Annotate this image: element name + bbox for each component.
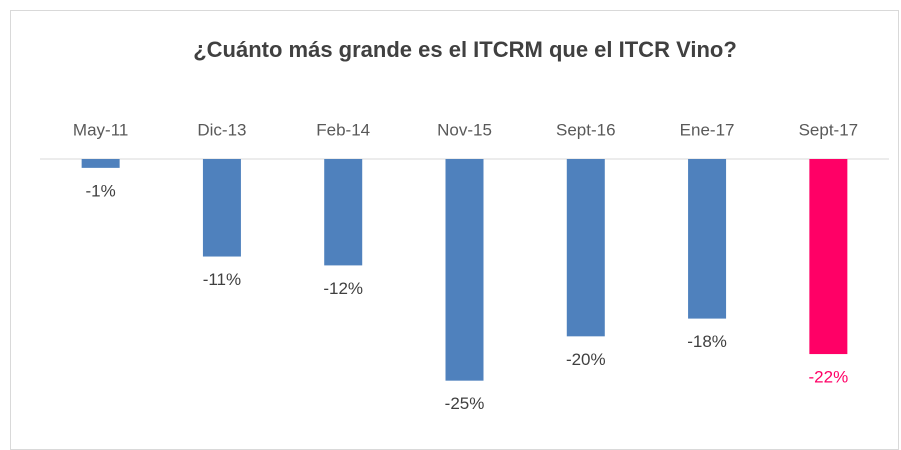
x-tick-label: Sept-16 xyxy=(556,120,616,139)
x-tick-label: Sept-17 xyxy=(799,120,859,139)
bar xyxy=(809,159,848,355)
bar xyxy=(688,159,727,319)
bar xyxy=(445,159,484,381)
bar xyxy=(566,159,605,337)
data-label: -22% xyxy=(809,368,849,387)
data-label: -12% xyxy=(323,279,363,298)
x-tick-label: Feb-14 xyxy=(316,120,370,139)
data-label: -1% xyxy=(86,181,116,200)
x-tick-label: Nov-15 xyxy=(437,120,492,139)
data-label: -20% xyxy=(566,350,606,369)
data-label: -18% xyxy=(687,332,727,351)
x-tick-label: May-11 xyxy=(73,120,128,139)
x-tick-label: Dic-13 xyxy=(197,120,246,139)
bar xyxy=(324,159,363,266)
chart-title: ¿Cuánto más grande es el ITCRM que el IT… xyxy=(193,37,737,62)
bar xyxy=(202,159,241,257)
x-tick-label: Ene-17 xyxy=(680,120,735,139)
bar xyxy=(81,159,120,168)
data-label: -25% xyxy=(445,394,485,413)
data-label: -11% xyxy=(203,270,241,289)
